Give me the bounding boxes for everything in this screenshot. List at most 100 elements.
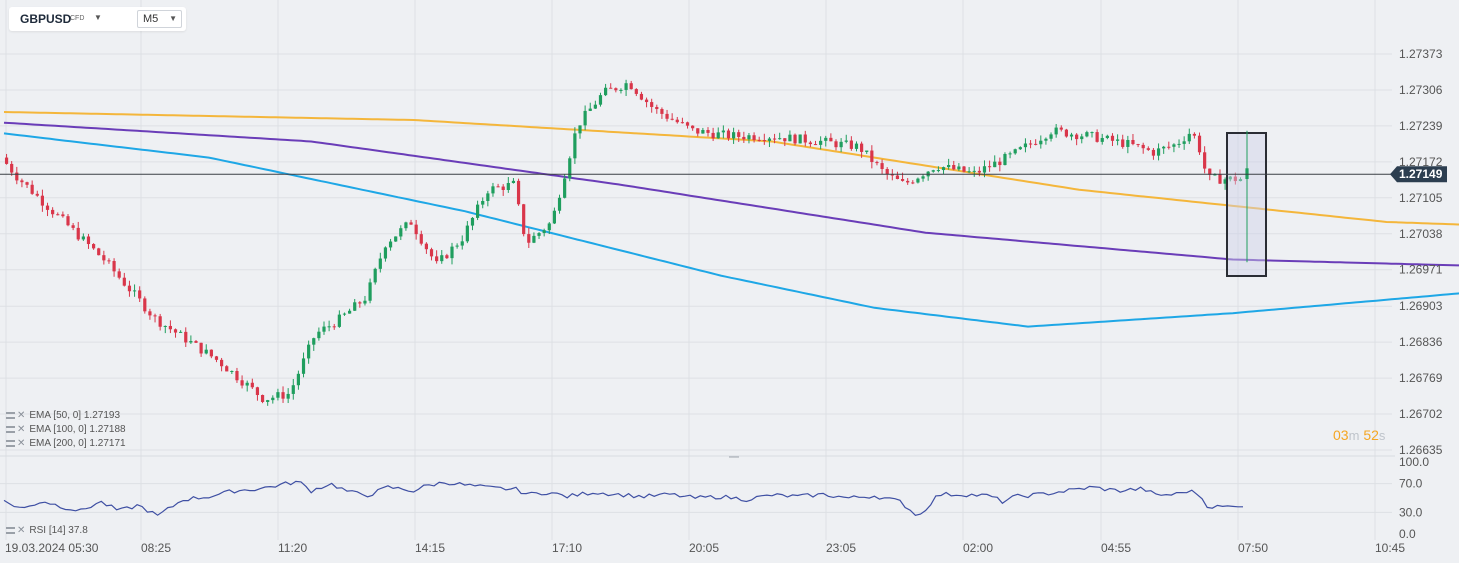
candle-body <box>967 171 971 173</box>
candle-body <box>522 204 526 235</box>
settings-lines-icon[interactable] <box>6 526 15 534</box>
close-icon[interactable]: ✕ <box>17 438 26 449</box>
legend-ema50-label: EMA [50, 0] 1.27193 <box>29 410 121 421</box>
price-tick-label: 1.26836 <box>1399 335 1443 349</box>
candle-body <box>337 314 341 327</box>
candle-body <box>61 214 65 217</box>
candle-body <box>962 166 966 172</box>
settings-lines-icon[interactable] <box>6 439 15 447</box>
candle-body <box>419 234 423 244</box>
candle-body <box>1034 143 1038 145</box>
close-icon[interactable]: ✕ <box>17 525 26 536</box>
candle-body <box>214 356 219 360</box>
candle-body <box>179 331 183 333</box>
candle-body <box>726 130 731 139</box>
ema200-path <box>3 111 1459 226</box>
candle-body <box>138 290 142 299</box>
candle-body <box>1023 143 1028 148</box>
candle-body <box>1064 129 1068 137</box>
candle-body <box>250 382 254 388</box>
countdown-seconds: 52 <box>1363 427 1379 443</box>
candle-body <box>824 137 828 141</box>
candle-body <box>772 138 777 140</box>
candle-body <box>890 174 894 176</box>
candle-body <box>655 106 659 110</box>
legend-ema50[interactable]: ✕ EMA [50, 0] 1.27193 <box>6 410 120 421</box>
candle-body <box>511 180 516 184</box>
candle-body <box>353 302 357 311</box>
candle-body <box>1090 132 1094 134</box>
candle-body <box>291 385 295 394</box>
candle-body <box>742 136 746 140</box>
time-tick-label: 19.03.2024 05:30 <box>5 541 99 555</box>
time-tick-label: 08:25 <box>141 541 171 555</box>
candle-body <box>15 172 19 181</box>
candle-body <box>691 125 695 129</box>
candle-body <box>486 193 490 202</box>
candle-body <box>327 326 331 328</box>
candle-body <box>527 234 531 243</box>
candle-body <box>107 260 111 262</box>
candle-body <box>952 165 956 170</box>
candle-body <box>230 370 234 372</box>
candle-body <box>97 248 101 256</box>
candle-body <box>757 140 761 142</box>
legend-rsi[interactable]: ✕ RSI [14] 37.8 <box>6 525 88 536</box>
candle-body <box>639 93 644 100</box>
candle-body <box>455 245 459 247</box>
candle-body <box>66 216 70 226</box>
candle-body <box>762 140 766 142</box>
last-candle-body <box>1245 168 1249 180</box>
candle-body <box>1008 153 1012 155</box>
candle-body <box>10 163 14 173</box>
ema50-line <box>3 132 1459 328</box>
candle-body <box>342 313 347 315</box>
candle-body <box>1126 139 1130 147</box>
candle-body <box>849 140 853 149</box>
candle-body <box>1162 146 1166 149</box>
candle-body <box>685 122 690 126</box>
candle-body <box>516 180 521 205</box>
candle-body <box>1105 135 1109 139</box>
ema50-path <box>3 132 1459 328</box>
settings-lines-icon[interactable] <box>6 425 15 433</box>
candle-body <box>788 134 792 142</box>
candle-body <box>993 161 997 168</box>
candle-body <box>583 110 587 126</box>
candle-body <box>4 157 9 164</box>
candle-body <box>481 201 485 205</box>
price-tick-label: 1.26702 <box>1399 407 1443 421</box>
candle-body <box>409 222 413 225</box>
symbol-name: GBPUSD <box>20 12 72 26</box>
close-icon[interactable]: ✕ <box>17 410 26 421</box>
candle-body <box>819 140 823 145</box>
legend-ema200[interactable]: ✕ EMA [200, 0] 1.27171 <box>6 438 126 449</box>
candle-body <box>25 182 29 185</box>
candle-body <box>865 150 869 152</box>
candle-body <box>127 285 132 292</box>
timeframe-select[interactable]: M5 ▼ <box>137 10 182 28</box>
last-candle <box>1245 130 1249 263</box>
candle-body <box>76 227 80 240</box>
symbol-selector[interactable]: GBPUSD CFD ▼ M5 ▼ <box>9 7 186 31</box>
candle-body <box>260 395 265 402</box>
candle-body <box>921 176 925 179</box>
legend-ema100[interactable]: ✕ EMA [100, 0] 1.27188 <box>6 424 126 435</box>
candle-body <box>988 166 992 168</box>
price-tick-label: 1.27239 <box>1399 119 1443 133</box>
candle-body <box>271 397 275 401</box>
chevron-down-icon[interactable]: ▼ <box>94 13 102 22</box>
close-icon[interactable]: ✕ <box>17 424 26 435</box>
price-tick-label: 1.26903 <box>1399 299 1443 313</box>
candle-body <box>880 163 884 170</box>
candle-body <box>644 99 649 103</box>
candle-body <box>476 204 480 218</box>
candle-body <box>163 325 167 327</box>
settings-lines-icon[interactable] <box>6 411 15 419</box>
candle-body <box>808 142 812 145</box>
candle-body <box>209 349 213 357</box>
timeframe-label: M5 <box>143 13 159 25</box>
candle-body <box>670 118 674 120</box>
